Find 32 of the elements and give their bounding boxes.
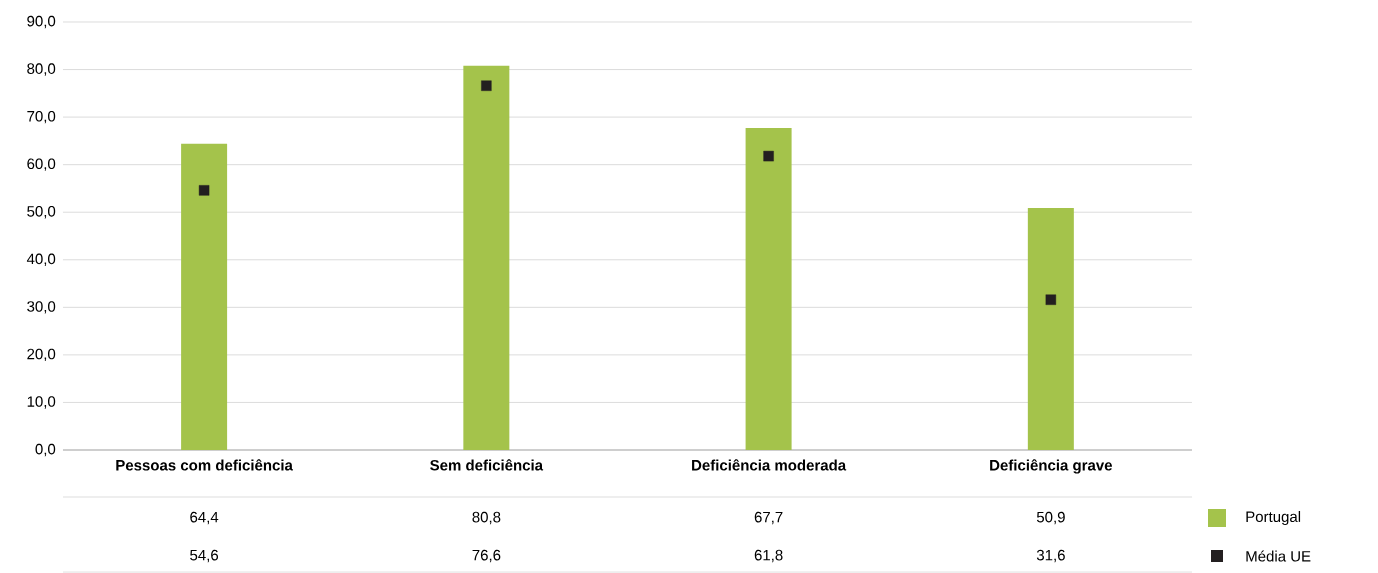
bar <box>181 143 228 450</box>
legend-label: Portugal <box>1246 511 1301 525</box>
y-tick-label: 50,0 <box>27 206 56 219</box>
x-tick-label: Sem deficiência <box>430 459 544 471</box>
y-tick-label: 30,0 <box>27 301 56 314</box>
y-tick-label: 20,0 <box>27 348 56 362</box>
bar <box>745 128 792 450</box>
y-tick-label: 70,0 <box>27 110 56 124</box>
bar <box>463 65 510 450</box>
y-tick-label: 40,0 <box>26 253 56 266</box>
point <box>763 150 774 162</box>
legend-label: Média UE <box>1246 550 1311 562</box>
data-label: 61,8 <box>754 549 783 563</box>
y-tick-label: 80,0 <box>27 63 56 76</box>
x-tick-label: Deficiência moderada <box>692 459 847 471</box>
x-tick-label: Deficiência grave <box>990 459 1112 474</box>
y-tick-label: 0,0 <box>35 443 56 457</box>
data-label: 31,6 <box>1036 549 1065 563</box>
y-tick-label: 10,0 <box>27 396 56 409</box>
data-label: 80,8 <box>472 511 501 525</box>
y-tick-label: 90,0 <box>27 15 56 29</box>
data-label: 50,9 <box>1036 511 1065 525</box>
data-label: 54,6 <box>190 549 219 563</box>
point <box>481 80 492 91</box>
bar <box>1027 207 1074 450</box>
x-tick-label: Pessoas com deficiência <box>116 459 293 471</box>
data-label: 67,7 <box>754 511 783 525</box>
point <box>1045 294 1057 305</box>
point <box>198 185 210 196</box>
data-label: 64,4 <box>190 511 219 525</box>
data-label: 76,6 <box>472 549 501 563</box>
y-tick-label: 60,0 <box>27 158 56 171</box>
